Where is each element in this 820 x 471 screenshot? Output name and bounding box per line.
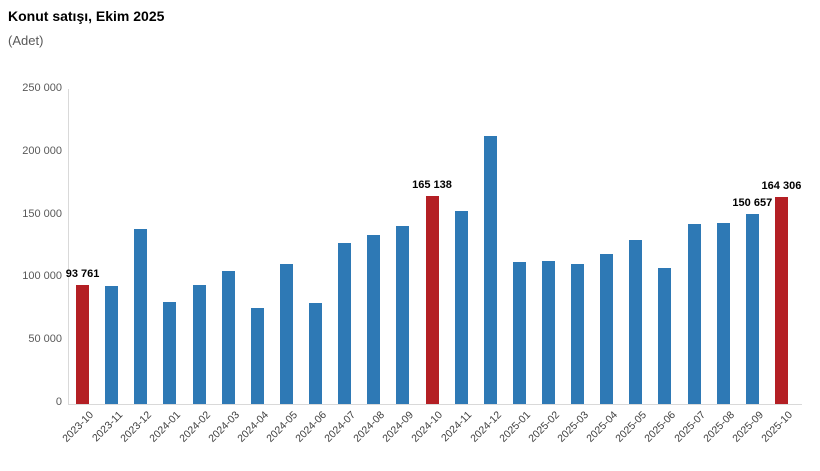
x-axis-tick-label: 2023-11: [89, 409, 126, 445]
bar-2025-06[interactable]: [658, 268, 672, 404]
bar-2024-08[interactable]: [367, 235, 381, 404]
bar-2024-02[interactable]: [192, 285, 206, 404]
y-axis-tick-label: 200 000: [22, 145, 62, 157]
x-axis-tick-label: 2024-09: [380, 409, 417, 445]
x-axis-tick-label: 2024-11: [439, 409, 475, 445]
x-axis-tick-label: 2024-08: [351, 409, 388, 445]
chart-title: Konut satışı, Ekim 2025: [8, 8, 165, 24]
bar-highlighted-2025-10[interactable]: [774, 197, 788, 404]
bar-2024-03[interactable]: [221, 271, 235, 404]
y-axis-tick-label: 100 000: [22, 270, 62, 282]
bar-2025-04[interactable]: [600, 254, 614, 404]
x-axis-tick-label: 2025-03: [555, 409, 592, 445]
x-axis-tick-label: 2025-07: [671, 409, 708, 445]
x-axis-tick-label: 2025-02: [526, 409, 562, 445]
x-axis-line: [68, 404, 802, 405]
bar-2023-12[interactable]: [134, 229, 148, 404]
bar-2024-06[interactable]: [309, 303, 323, 404]
x-axis-tick-label: 2024-06: [293, 409, 330, 445]
x-axis-tick-label: 2025-06: [642, 409, 679, 445]
bar-value-label: 165 138: [412, 179, 452, 191]
x-axis-tick-label: 2024-07: [322, 409, 359, 445]
bar-value-label: 150 657: [732, 197, 773, 209]
x-axis-tick-label: 2025-04: [584, 409, 621, 445]
y-axis-tick-label: 150 000: [22, 208, 62, 220]
bar-2025-01[interactable]: [512, 262, 526, 404]
x-axis-tick-label: 2024-12: [467, 409, 504, 445]
bar-2025-02[interactable]: [541, 261, 555, 404]
bar-2025-05[interactable]: [629, 240, 643, 404]
y-axis-tick-label: 50 000: [28, 333, 62, 345]
bar-2025-03[interactable]: [571, 264, 585, 404]
bar-2024-01[interactable]: [163, 302, 177, 404]
bar-2024-12[interactable]: [483, 136, 497, 404]
bar-2024-05[interactable]: [279, 264, 293, 404]
x-axis-tick-label: 2025-05: [613, 409, 650, 445]
bar-2024-09[interactable]: [396, 226, 410, 404]
x-axis-tick-label: 2023-12: [118, 409, 155, 445]
bar-2025-08[interactable]: [716, 223, 730, 404]
bar-2025-07[interactable]: [687, 224, 701, 404]
x-axis-tick-label: 2023-10: [60, 409, 97, 445]
bar-2023-11[interactable]: [105, 286, 119, 404]
chart-subtitle: (Adet): [8, 33, 44, 48]
y-axis-line: [68, 89, 69, 404]
x-axis-tick-label: 2024-02: [176, 409, 213, 445]
bar-value-label: 93 761: [65, 268, 100, 280]
bar-2025-09[interactable]: [745, 214, 759, 404]
x-axis-tick-label: 2024-01: [147, 409, 184, 445]
bar-value-label: 164 306: [761, 180, 802, 192]
x-axis-tick-label: 2024-10: [409, 409, 446, 445]
bar-highlighted-2024-10[interactable]: [425, 196, 439, 404]
y-axis-tick-label: 250 000: [22, 82, 62, 94]
y-axis-tick-label: 0: [55, 396, 62, 408]
bar-2024-11[interactable]: [454, 211, 468, 404]
bar-2024-04[interactable]: [250, 308, 264, 404]
bar-2024-07[interactable]: [338, 243, 352, 404]
bar-highlighted-2023-10[interactable]: [76, 285, 90, 404]
